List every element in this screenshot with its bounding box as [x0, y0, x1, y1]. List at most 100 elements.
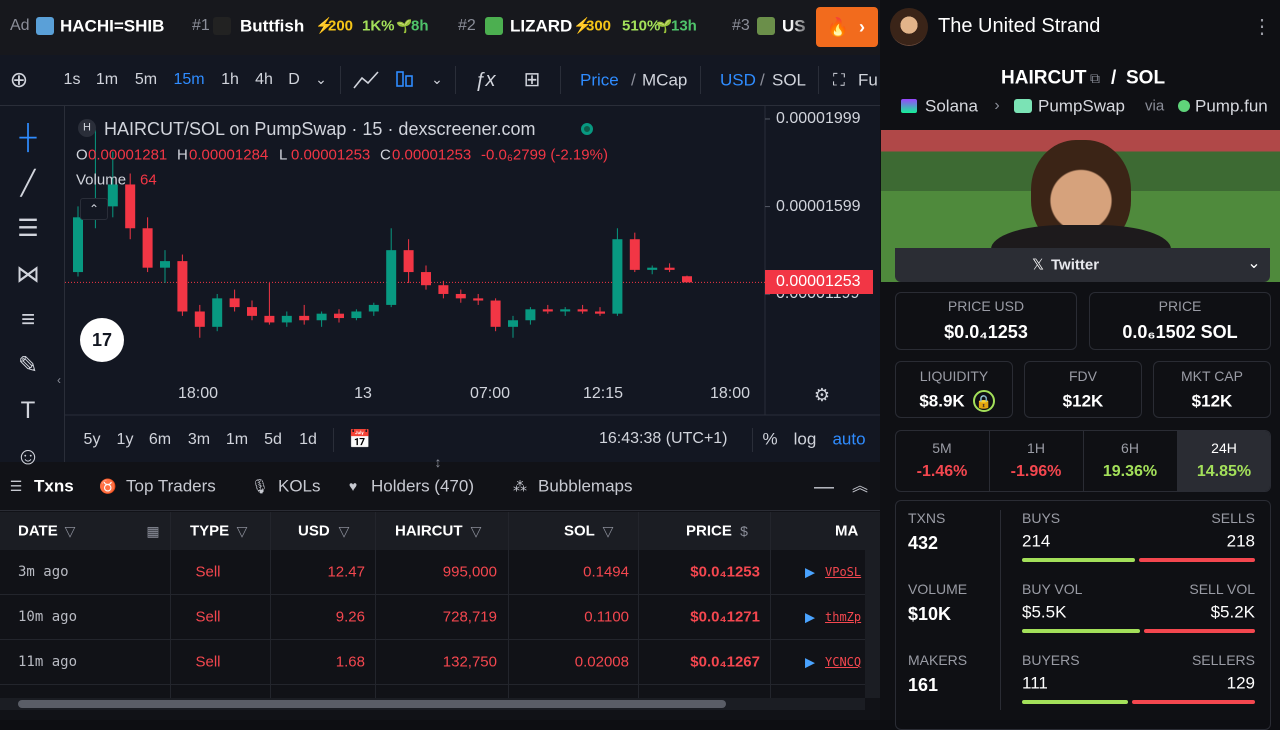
- interval-button[interactable]: 15m: [173, 71, 205, 88]
- timeframe-label[interactable]: 6H: [1121, 440, 1139, 456]
- price-box: [895, 292, 1077, 350]
- table-cell: Sell: [195, 653, 221, 671]
- toggle-mcap: MCap: [642, 70, 688, 90]
- percent-toggle: %: [762, 429, 778, 449]
- table-cell: VPoSL: [825, 565, 862, 579]
- column-header: DATE: [18, 522, 58, 540]
- candle-body: [560, 309, 571, 312]
- column-divider: [770, 512, 771, 698]
- timeframe-label[interactable]: 5M: [932, 440, 952, 456]
- interval-button[interactable]: 5m: [134, 71, 158, 88]
- symbol-badge: [78, 119, 96, 137]
- ticker-icon: [757, 17, 775, 35]
- table-header: [0, 512, 865, 550]
- tab[interactable]: KOLs: [278, 476, 321, 496]
- timeframe-label[interactable]: 24H: [1211, 440, 1237, 456]
- table-vscroll: [865, 512, 880, 698]
- toggle-sol: SOL: [772, 70, 807, 90]
- stat-label: VOLUME: [908, 581, 968, 597]
- legend-collapse: [80, 198, 108, 220]
- stat-value: $10K: [908, 604, 952, 624]
- toggle-price: Price: [580, 70, 619, 90]
- candle-body: [490, 300, 501, 327]
- stat-left-label: BUY VOL: [1022, 581, 1083, 597]
- interval-button[interactable]: 4h: [255, 71, 273, 88]
- range-button[interactable]: 5d: [264, 431, 282, 448]
- metric-box-value: $8.9K: [919, 391, 965, 411]
- table-cell: 728,719: [442, 608, 497, 626]
- interval-button[interactable]: D: [288, 71, 300, 88]
- volume-label: Volume: [76, 171, 127, 189]
- ohlc-value: 0.00001281: [88, 146, 168, 164]
- toolbar-separator: [700, 66, 701, 94]
- row-border: [0, 594, 865, 595]
- tool-divider: [64, 106, 65, 462]
- candle-type-icon: [405, 75, 413, 87]
- ticker-boost: 200: [328, 17, 354, 35]
- twitter-button[interactable]: [895, 248, 1270, 282]
- tab[interactable]: Top Traders: [126, 476, 216, 496]
- range-button[interactable]: 5y: [83, 431, 101, 448]
- x-tick-label: 12:15: [582, 385, 624, 402]
- tab-icon: 🎙: [251, 478, 269, 494]
- drawing-tool: ┼: [19, 124, 37, 151]
- txn-panel: [0, 462, 880, 720]
- copy-icon: ⧉: [1090, 70, 1100, 86]
- candle-body: [386, 250, 397, 305]
- stat-value: 161: [908, 675, 939, 695]
- range-button[interactable]: 3m: [187, 431, 211, 448]
- scrollbar: [0, 698, 865, 710]
- column-divider: [170, 512, 171, 698]
- ohlc-value: 0.00001253: [392, 146, 472, 164]
- table-cell: $0.0₄1253: [690, 563, 760, 581]
- collapse-tools: ‹: [57, 373, 61, 387]
- candle-body: [525, 309, 536, 321]
- table-cell: 12.47: [327, 563, 365, 581]
- range-button[interactable]: 1m: [225, 431, 249, 448]
- lock-icon: 🔒: [973, 390, 995, 412]
- timeframe-divider: [989, 431, 990, 491]
- tab[interactable]: Holders (470): [371, 476, 474, 496]
- price-box-label: PRICE: [1158, 298, 1202, 314]
- range-button[interactable]: 6m: [148, 431, 172, 448]
- interval-button[interactable]: 1m: [95, 71, 119, 88]
- chart-type-menu: ⌄: [431, 71, 443, 87]
- tab[interactable]: Txns: [34, 476, 74, 496]
- stat-bar-buy: [1022, 558, 1136, 562]
- add-icon: ⊕: [9, 67, 29, 92]
- stat-left-value: 111: [1022, 673, 1048, 693]
- candle-body: [229, 298, 240, 308]
- column-divider: [638, 512, 639, 698]
- ohlc-change: -0.0₆2799 (-2.19%): [481, 146, 608, 164]
- stat-right-label: SELLERS: [1191, 652, 1255, 668]
- range-button[interactable]: 1d: [299, 431, 317, 448]
- chain-icon: [901, 99, 917, 113]
- column-header: USD: [298, 522, 330, 540]
- chart-toolbar: [0, 55, 880, 106]
- timeframe-label[interactable]: 1H: [1027, 440, 1045, 456]
- timeframe-divider: [1083, 431, 1084, 491]
- scrollbar-thumb[interactable]: [18, 700, 726, 708]
- symbol-badge-letter: H: [83, 121, 91, 134]
- interval-button[interactable]: 1h: [221, 71, 239, 88]
- candle-body: [125, 184, 136, 229]
- column-header: PRICE: [686, 522, 732, 540]
- ticker-change: 510%: [622, 17, 661, 35]
- stat-value: 432: [908, 533, 939, 553]
- ohlc-label: L: [279, 146, 288, 164]
- range-button[interactable]: 1y: [116, 431, 134, 448]
- date-range-icon: 📅: [348, 429, 372, 449]
- tab[interactable]: Bubblemaps: [538, 476, 633, 496]
- drawing-tool: ☰: [17, 215, 39, 242]
- boost-button[interactable]: [816, 7, 878, 47]
- layout-icon: ⊞: [523, 69, 541, 91]
- interval-button[interactable]: 1s: [63, 71, 81, 88]
- toggle-sep: /: [760, 70, 765, 90]
- timeframe-change: 19.36%: [1102, 463, 1158, 480]
- profile-name: The United Strand: [938, 15, 1101, 37]
- candle-body: [281, 315, 292, 323]
- candle-body: [107, 184, 118, 207]
- candle-body: [595, 311, 605, 314]
- maker-icon: ▶: [805, 564, 815, 580]
